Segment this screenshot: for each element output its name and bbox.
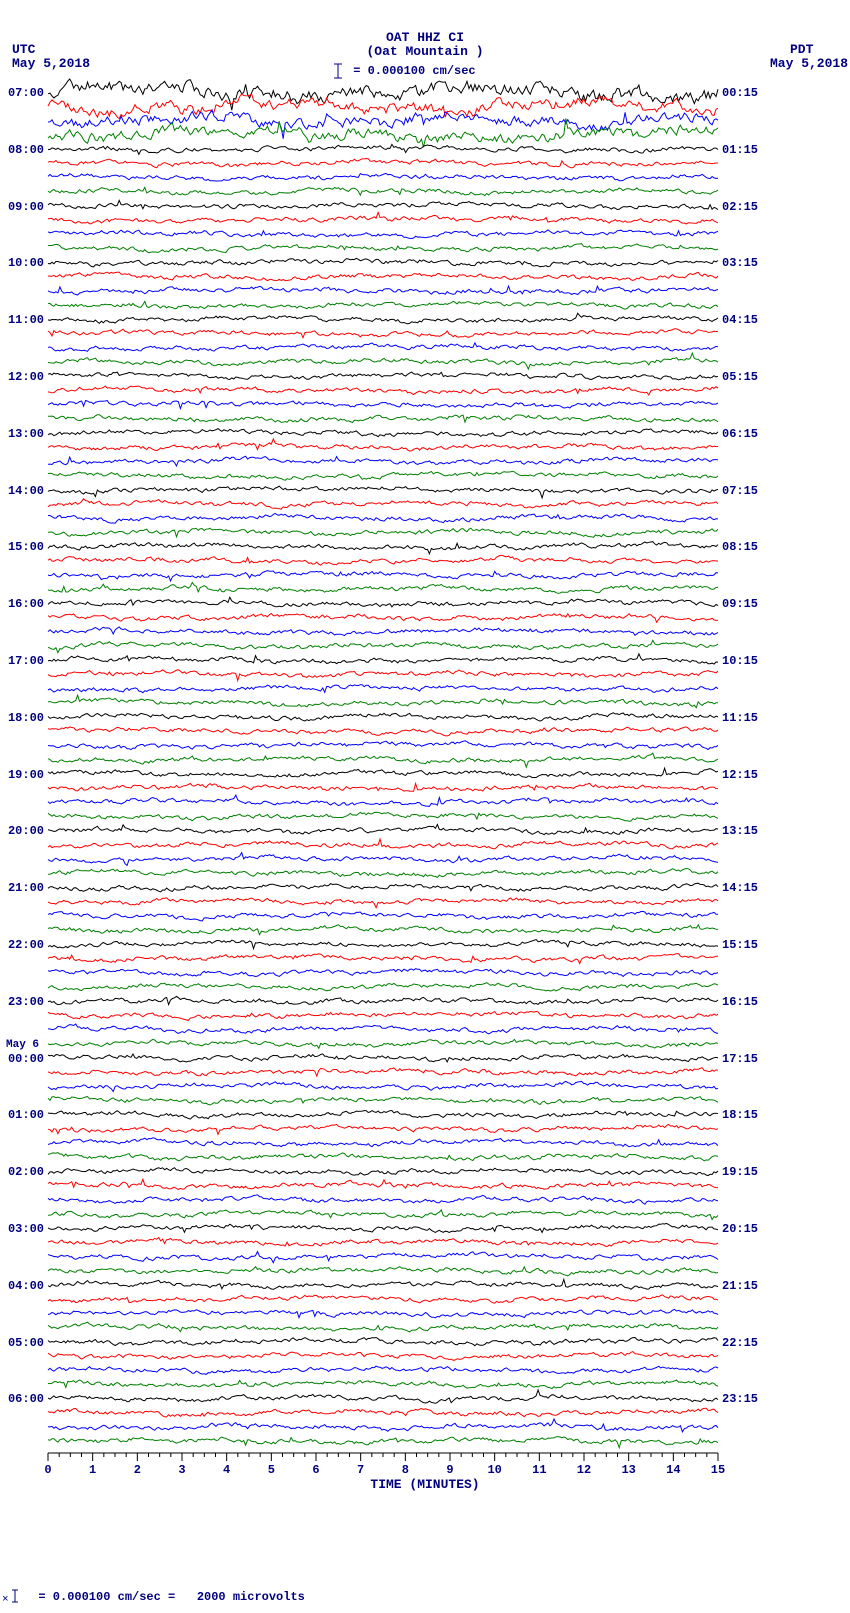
x-tick-label: 9 bbox=[440, 1463, 460, 1477]
pdt-hour-label: 05:15 bbox=[722, 370, 766, 384]
utc-hour-label: 05:00 bbox=[0, 1336, 44, 1350]
pdt-hour-label: 17:15 bbox=[722, 1052, 766, 1066]
pdt-hour-label: 19:15 bbox=[722, 1165, 766, 1179]
pdt-hour-label: 04:15 bbox=[722, 313, 766, 327]
utc-hour-label: 21:00 bbox=[0, 881, 44, 895]
utc-hour-label: 11:00 bbox=[0, 313, 44, 327]
x-tick-label: 14 bbox=[663, 1463, 683, 1477]
pdt-hour-label: 15:15 bbox=[722, 938, 766, 952]
utc-hour-label: 08:00 bbox=[0, 143, 44, 157]
pdt-hour-label: 07:15 bbox=[722, 484, 766, 498]
seismogram-plot bbox=[0, 0, 850, 1613]
pdt-hour-label: 09:15 bbox=[722, 597, 766, 611]
utc-hour-label: 17:00 bbox=[0, 654, 44, 668]
utc-hour-label: 02:00 bbox=[0, 1165, 44, 1179]
x-tick-label: 13 bbox=[619, 1463, 639, 1477]
pdt-hour-label: 23:15 bbox=[722, 1392, 766, 1406]
x-tick-label: 2 bbox=[127, 1463, 147, 1477]
utc-hour-label: 22:00 bbox=[0, 938, 44, 952]
pdt-hour-label: 20:15 bbox=[722, 1222, 766, 1236]
utc-hour-label: 01:00 bbox=[0, 1108, 44, 1122]
pdt-hour-label: 01:15 bbox=[722, 143, 766, 157]
utc-hour-label: 09:00 bbox=[0, 200, 44, 214]
x-tick-label: 7 bbox=[351, 1463, 371, 1477]
utc-hour-label: 06:00 bbox=[0, 1392, 44, 1406]
pdt-hour-label: 02:15 bbox=[722, 200, 766, 214]
seismogram-figure: UTC May 5,2018 PDT May 5,2018 OAT HHZ CI… bbox=[0, 0, 850, 1613]
utc-hour-label: 15:00 bbox=[0, 540, 44, 554]
utc-hour-label: 18:00 bbox=[0, 711, 44, 725]
x-tick-label: 5 bbox=[261, 1463, 281, 1477]
x-tick-label: 0 bbox=[38, 1463, 58, 1477]
x-tick-label: 11 bbox=[529, 1463, 549, 1477]
footer-text: = 0.000100 cm/sec = 2000 microvolts bbox=[24, 1590, 305, 1604]
pdt-hour-label: 08:15 bbox=[722, 540, 766, 554]
pdt-hour-label: 14:15 bbox=[722, 881, 766, 895]
pdt-hour-label: 06:15 bbox=[722, 427, 766, 441]
footer-scale-icon: × bbox=[0, 1588, 24, 1606]
utc-hour-label: 23:00 bbox=[0, 995, 44, 1009]
pdt-hour-label: 13:15 bbox=[722, 824, 766, 838]
pdt-hour-label: 16:15 bbox=[722, 995, 766, 1009]
pdt-hour-label: 00:15 bbox=[722, 86, 766, 100]
utc-hour-label: 03:00 bbox=[0, 1222, 44, 1236]
x-tick-label: 10 bbox=[485, 1463, 505, 1477]
pdt-hour-label: 22:15 bbox=[722, 1336, 766, 1350]
x-tick-label: 3 bbox=[172, 1463, 192, 1477]
utc-hour-label: 07:00 bbox=[0, 86, 44, 100]
utc-hour-label: 04:00 bbox=[0, 1279, 44, 1293]
utc-hour-label: 20:00 bbox=[0, 824, 44, 838]
pdt-hour-label: 03:15 bbox=[722, 256, 766, 270]
x-tick-label: 4 bbox=[217, 1463, 237, 1477]
x-tick-label: 8 bbox=[395, 1463, 415, 1477]
utc-hour-label: 14:00 bbox=[0, 484, 44, 498]
utc-hour-label: 10:00 bbox=[0, 256, 44, 270]
utc-hour-label: 12:00 bbox=[0, 370, 44, 384]
x-tick-label: 6 bbox=[306, 1463, 326, 1477]
pdt-hour-label: 18:15 bbox=[722, 1108, 766, 1122]
x-axis-title: TIME (MINUTES) bbox=[0, 1477, 850, 1492]
x-tick-label: 12 bbox=[574, 1463, 594, 1477]
pdt-hour-label: 21:15 bbox=[722, 1279, 766, 1293]
utc-day-break-label: May 6 bbox=[6, 1039, 39, 1051]
pdt-hour-label: 10:15 bbox=[722, 654, 766, 668]
utc-hour-label: 13:00 bbox=[0, 427, 44, 441]
pdt-hour-label: 11:15 bbox=[722, 711, 766, 725]
x-tick-label: 1 bbox=[83, 1463, 103, 1477]
x-tick-label: 15 bbox=[708, 1463, 728, 1477]
pdt-hour-label: 12:15 bbox=[722, 768, 766, 782]
utc-hour-label: 00:00 bbox=[0, 1052, 44, 1066]
utc-hour-label: 19:00 bbox=[0, 768, 44, 782]
svg-text:×: × bbox=[2, 1594, 9, 1606]
utc-hour-label: 16:00 bbox=[0, 597, 44, 611]
